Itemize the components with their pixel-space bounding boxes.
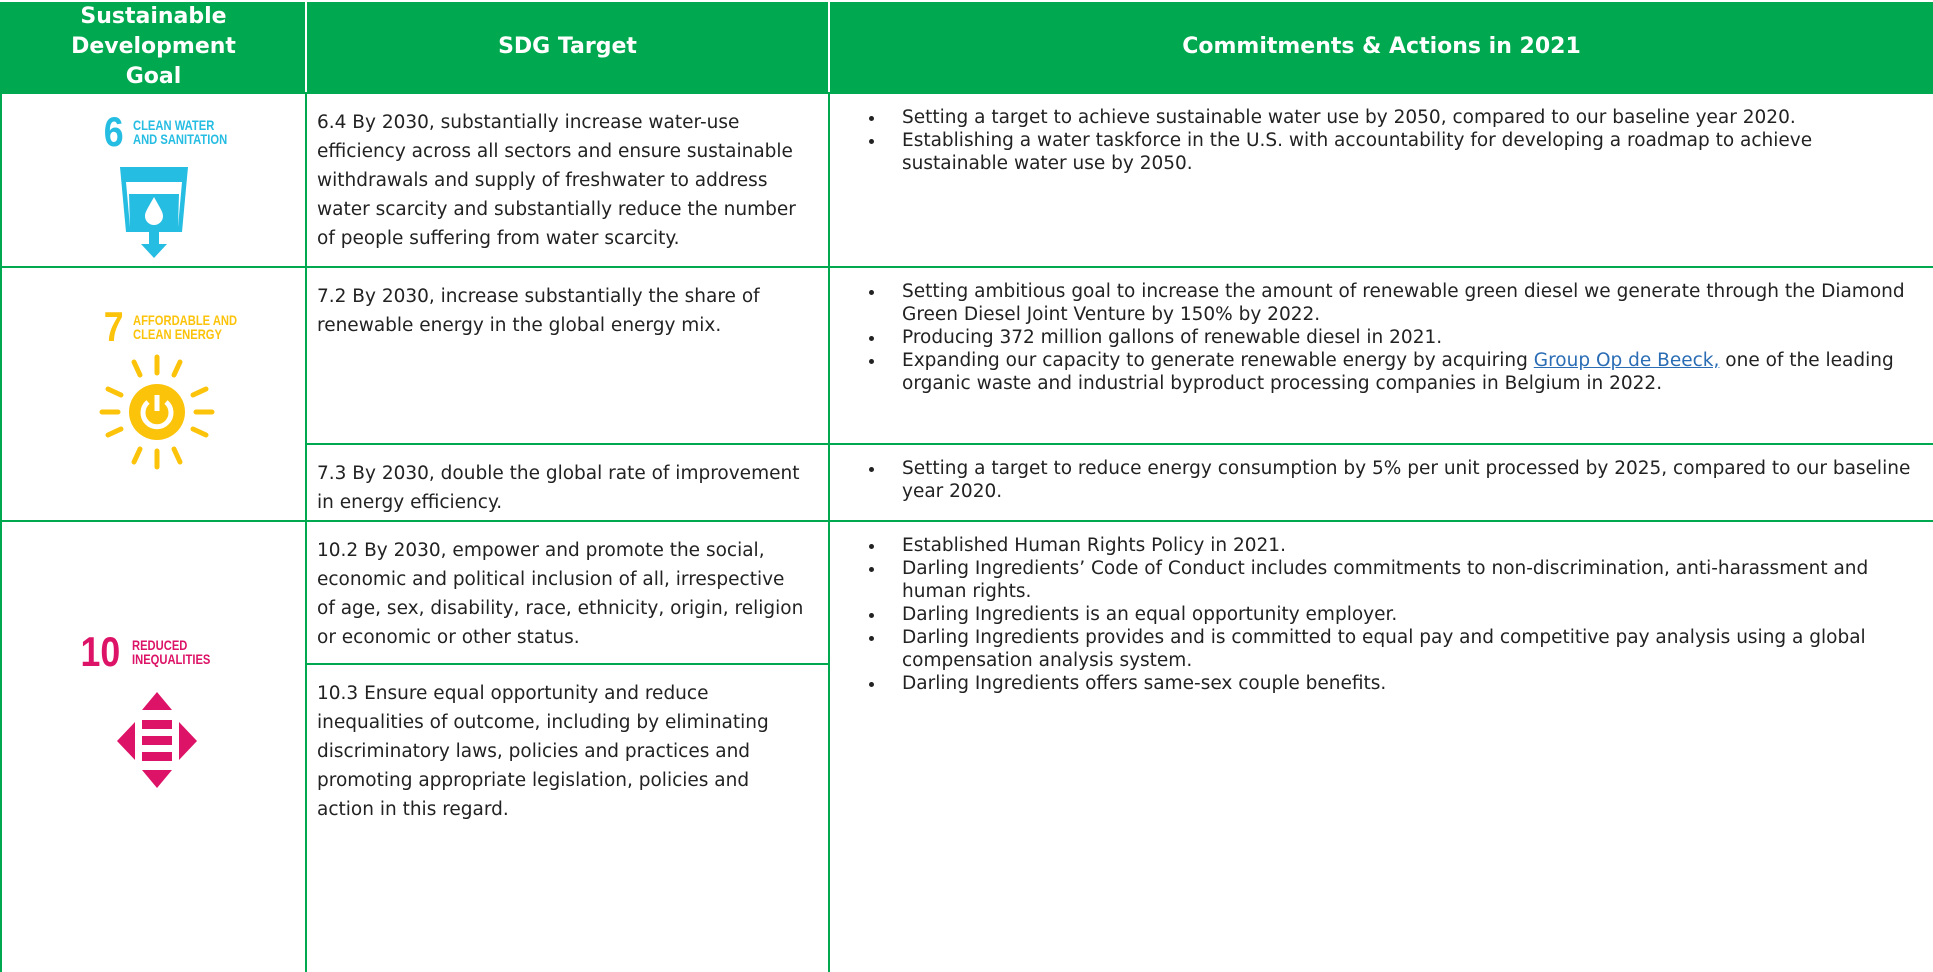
goal-name: AFFORDABLE AND xyxy=(133,312,238,328)
header-row: Sustainable Development Goal SDG Target … xyxy=(0,0,1933,94)
target-cell: 10.2 By 2030, empower and promote the so… xyxy=(305,520,830,665)
actions-cell: Setting a target to reduce energy consum… xyxy=(828,443,1933,522)
actions-cell: Established Human Rights Policy in 2021.… xyxy=(828,520,1933,972)
header-actions: Commitments & Actions in 2021 xyxy=(828,0,1933,94)
actions-cell: Setting a target to achieve sustainable … xyxy=(828,92,1933,268)
action: Darling Ingredients provides and is comm… xyxy=(886,626,1913,672)
target-cell: 7.3 By 2030, double the global rate of i… xyxy=(305,443,830,522)
goal-name: INEQUALITIES xyxy=(131,651,211,667)
goal-icon xyxy=(117,692,197,788)
action-text: Expanding our capacity to generate renew… xyxy=(902,350,1534,371)
target-cell: 10.3 Ensure equal opportunity and reduce… xyxy=(305,663,830,972)
action: Established Human Rights Policy in 2021. xyxy=(886,534,1913,557)
action: Setting a target to reduce energy consum… xyxy=(886,457,1913,503)
header-goal: Sustainable Development Goal xyxy=(0,0,307,94)
action: Darling Ingredients offers same-sex coup… xyxy=(886,672,1913,695)
action: Setting ambitious goal to increase the a… xyxy=(886,280,1913,326)
goal-cell: 7 AFFORDABLE AND CLEAN ENERGY xyxy=(0,266,307,522)
goal-name: REDUCED xyxy=(131,637,188,653)
goal-cell: 10 REDUCED INEQUALITIES xyxy=(0,520,307,972)
goal-number: 7 xyxy=(103,303,124,350)
goal-cell: 6 CLEAN WATER AND SANITATION xyxy=(0,92,307,268)
goal-name: CLEAN ENERGY xyxy=(133,326,223,342)
action: Setting a target to achieve sustainable … xyxy=(886,106,1913,129)
action: Expanding our capacity to generate renew… xyxy=(886,349,1913,395)
action-text: one of the leading organic waste and ind… xyxy=(902,350,1894,394)
action: Darling Ingredients is an equal opportun… xyxy=(886,603,1913,626)
target-cell: 6.4 By 2030, substantially increase wate… xyxy=(305,92,830,268)
goal-name: CLEAN WATER xyxy=(133,117,215,133)
goal-number: 10 xyxy=(80,628,121,675)
link[interactable]: Group Op de Beeck, xyxy=(1533,350,1720,371)
header-target: SDG Target xyxy=(305,0,830,94)
target-cell: 7.2 By 2030, increase substantially the … xyxy=(305,266,830,445)
action: Establishing a water taskforce in the U.… xyxy=(886,129,1913,175)
action: Producing 372 million gallons of renewab… xyxy=(886,326,1913,349)
goal-icon xyxy=(120,167,188,258)
actions-cell: Setting ambitious goal to increase the a… xyxy=(828,266,1933,445)
action: Darling Ingredients’ Code of Conduct inc… xyxy=(886,557,1913,603)
goal-name: AND SANITATION xyxy=(133,131,228,147)
goal-icon xyxy=(99,354,215,470)
goal-number: 6 xyxy=(103,108,124,155)
